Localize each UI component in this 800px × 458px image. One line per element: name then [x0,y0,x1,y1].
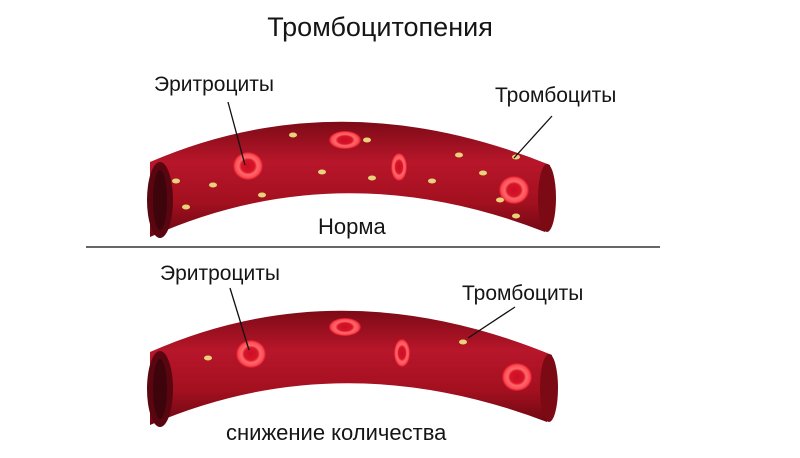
platelets-pointer-normal [513,115,553,159]
erythrocyte [394,339,410,367]
vessel-normal [147,121,556,238]
erythrocyte [499,176,529,204]
platelets-label-reduced: Тромбоциты [462,282,584,305]
erythrocyte [236,340,266,368]
diagram-title: Тромбоцитопения [267,12,493,42]
erythrocytes-pointer-normal [227,101,246,166]
platelets-label-normal: Тромбоциты [495,84,617,107]
caption-reduced: снижение количества [226,420,447,445]
erythrocyte [233,152,263,180]
caption-normal: Норма [318,214,386,239]
vessel-reduced [147,310,558,427]
erythrocyte [391,153,407,181]
erythrocyte [329,131,361,149]
erythrocyte [329,318,361,336]
erythrocytes-label-reduced: Эритроциты [160,262,280,285]
platelets-normal [172,132,520,219]
erythrocyte [502,363,532,391]
erythrocytes-label-normal: Эритроциты [154,73,274,96]
platelets-reduced [204,339,467,361]
erythrocytes-pointer-reduced [229,287,250,351]
platelets-pointer-reduced [467,306,516,339]
